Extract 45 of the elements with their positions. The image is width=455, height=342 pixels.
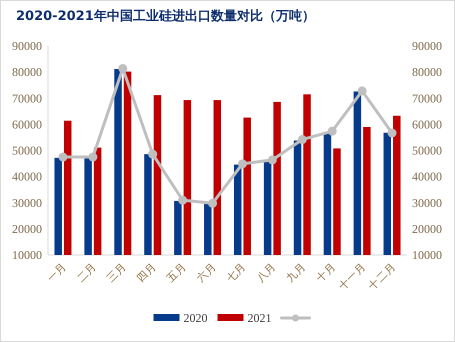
y2-tick-label: 80000 — [412, 65, 442, 80]
x-tick-label: 十二月 — [366, 260, 398, 292]
y2-tick-label: 20000 — [412, 222, 442, 236]
point — [58, 152, 68, 162]
point — [328, 126, 337, 136]
point — [118, 64, 128, 73]
y2-tick-label: 30000 — [412, 196, 442, 210]
legend-label: 2021 — [248, 311, 272, 325]
y2-tick-label: 50000 — [412, 144, 442, 158]
title: 2020-2021年中国工业硅进出口数量对比（万吨） — [16, 9, 315, 24]
x-tick-label: 九月 — [284, 260, 308, 285]
x-tick-label: 五月 — [164, 260, 189, 285]
y-tick-label: 70000 — [12, 91, 42, 106]
x-tick-label: 八月 — [254, 260, 278, 285]
point — [268, 155, 277, 164]
legend-label: 2020 — [184, 311, 208, 325]
y-tick-label: 50000 — [12, 144, 42, 158]
x-tick-label: 七月 — [224, 260, 249, 285]
x-tick-label: 四月 — [134, 260, 159, 285]
y-tick-label: 60000 — [12, 117, 42, 132]
y2-tick-label: 10000 — [412, 248, 442, 262]
x-tick-label: 十月 — [314, 260, 338, 285]
point — [388, 128, 397, 138]
x-tick-label: 二月 — [74, 260, 99, 285]
y-tick-label: 40000 — [12, 170, 42, 184]
x-tick-label: 六月 — [194, 260, 219, 285]
y-tick-label: 80000 — [12, 65, 42, 80]
x-tick-label: 十一月 — [336, 260, 368, 292]
point — [358, 86, 367, 96]
y2-tick-label: 40000 — [412, 170, 442, 184]
point — [208, 198, 218, 208]
point — [178, 196, 188, 205]
y-tick-label: 90000 — [12, 39, 42, 53]
y-tick-label: 20000 — [12, 222, 42, 236]
point — [148, 150, 158, 159]
x-tick-label: 一月 — [45, 260, 70, 285]
y-tick-label: 10000 — [12, 248, 42, 262]
y2-tick-label: 60000 — [412, 117, 442, 132]
point — [298, 135, 307, 144]
y-tick-label: 30000 — [12, 196, 42, 210]
point — [238, 159, 247, 168]
y2-tick-label: 90000 — [412, 39, 442, 53]
point — [88, 152, 98, 162]
x-tick-label: 三月 — [104, 260, 129, 285]
y2-tick-label: 70000 — [412, 91, 442, 106]
